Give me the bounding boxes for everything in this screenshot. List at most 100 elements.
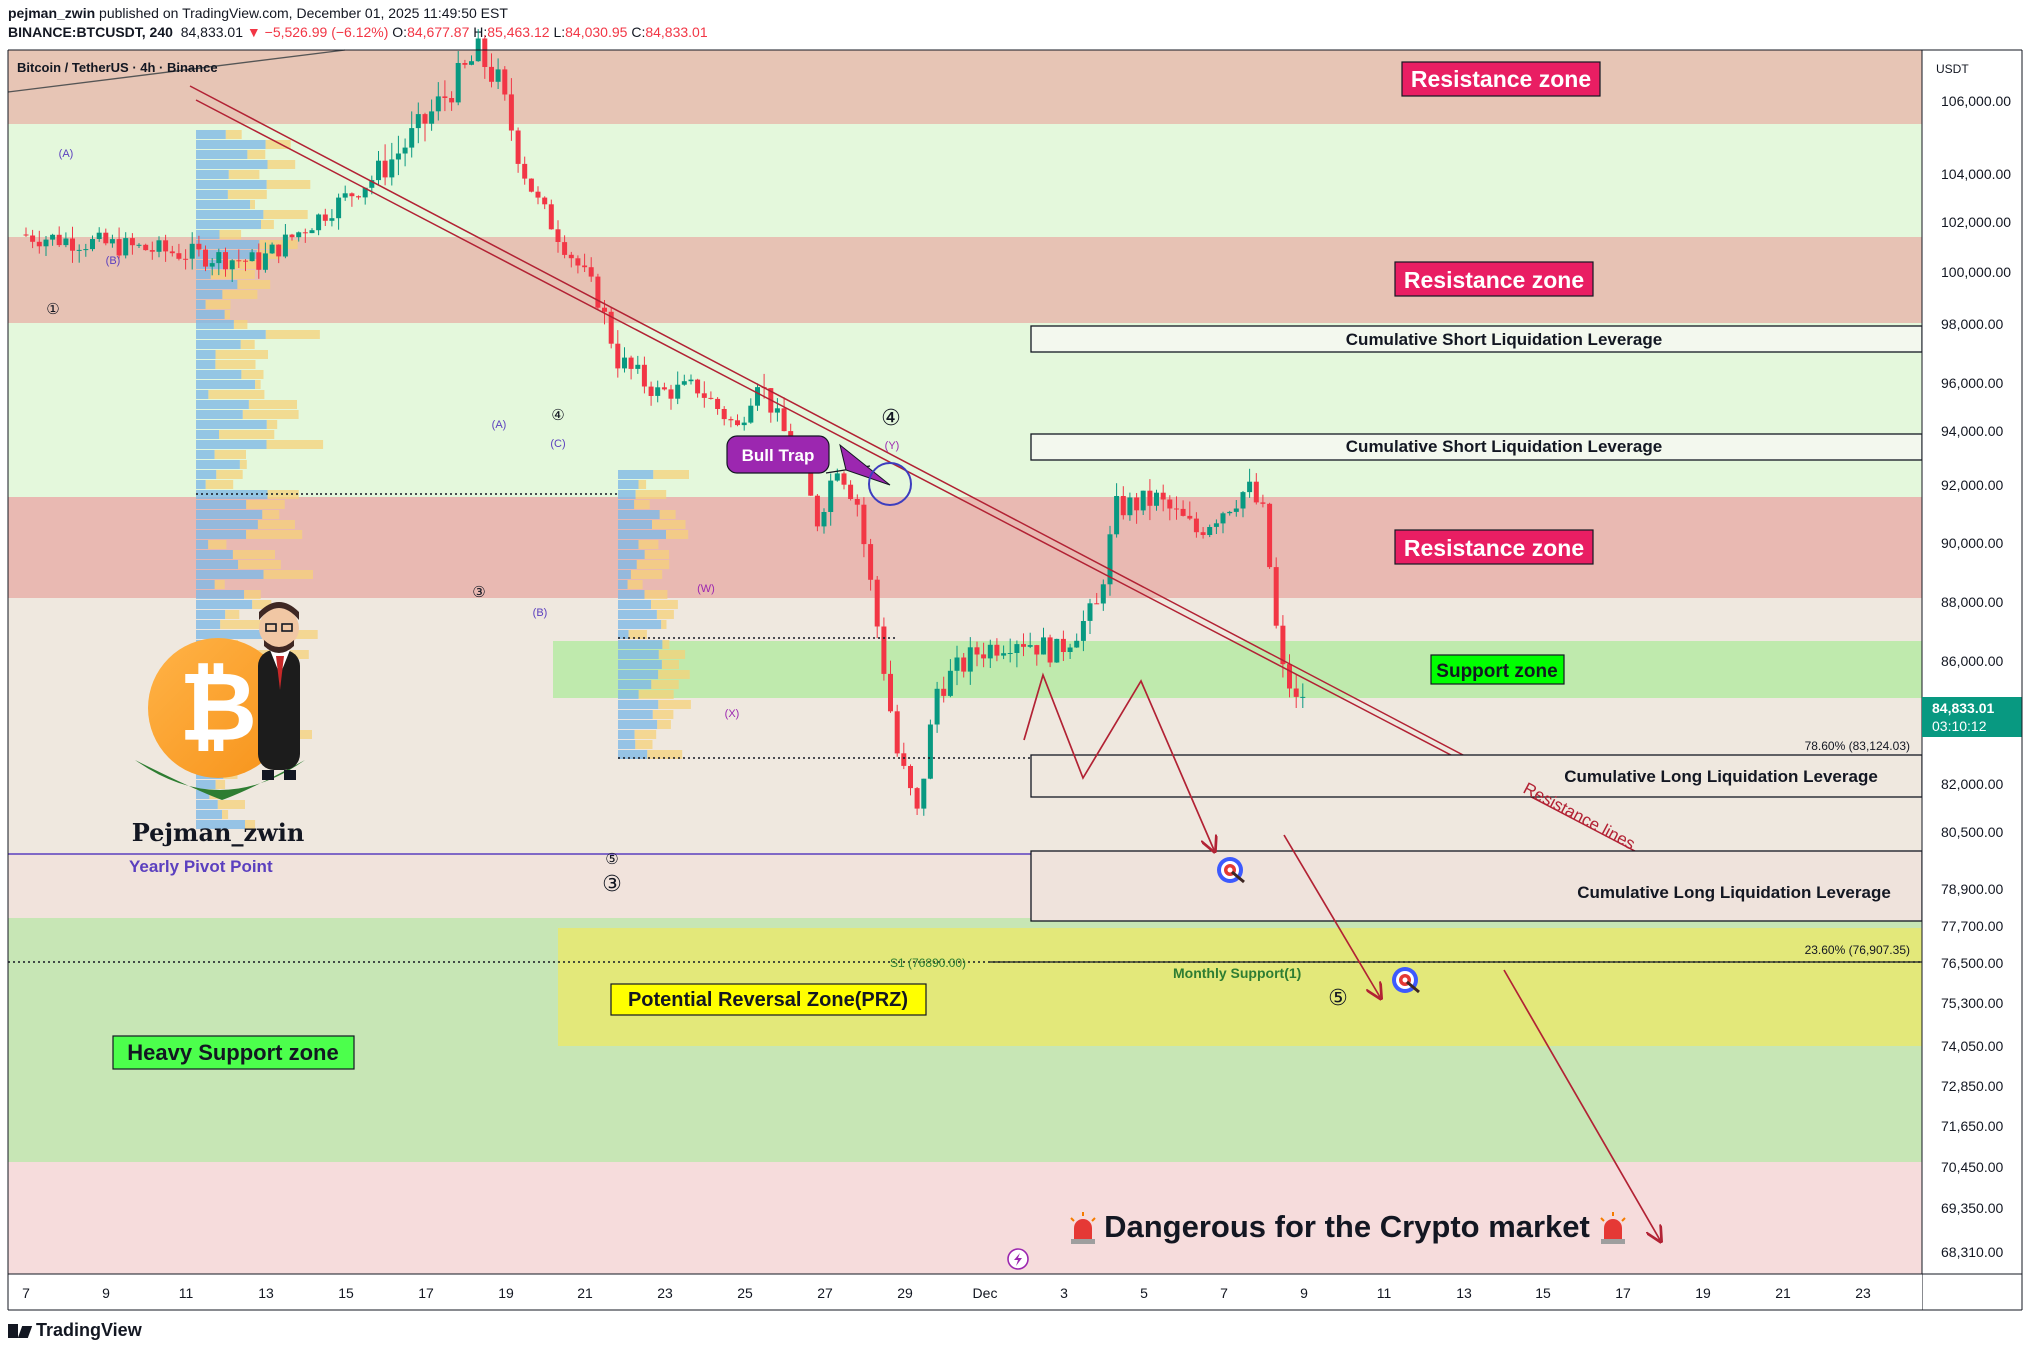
vp-bar-sell [662,640,670,649]
vp-bar-sell [658,670,690,679]
vp-bar-buy [196,350,216,359]
candle-body [376,160,381,181]
wave-label: ③ [602,871,622,896]
candle-body [449,98,455,103]
vp-bar-buy [196,210,264,219]
candle-body [681,381,687,385]
candle-body [954,657,960,671]
candle-body [216,252,222,264]
vp-bar-sell [638,540,659,549]
vp-bar-buy [196,300,206,309]
vp-bar-sell [651,600,678,609]
vp-bar-sell [215,780,226,789]
candle-body [402,147,408,154]
candle-body [342,193,348,198]
lightning-icon[interactable] [1007,1248,1029,1270]
candle-body [608,311,614,344]
candle-body [123,238,129,256]
candle-body [588,267,594,277]
vp-bar-buy [618,580,628,589]
vp-bar-sell [653,470,689,479]
vp-bar-sell [652,710,674,719]
vp-bar-sell [652,520,686,529]
candle-body [482,38,488,67]
vp-bar-buy [196,270,211,279]
candle-body [628,357,634,369]
x-tick-label: 11 [1377,1285,1392,1301]
time-axis[interactable] [8,1274,1922,1310]
candle-body [515,130,521,164]
candle-body [1287,664,1292,689]
vp-bar-sell [227,190,267,199]
vp-bar-buy [618,740,636,749]
bull-trap-circle [868,462,912,506]
vp-bar-sell [644,590,668,599]
candle-body [369,180,375,188]
vp-bar-sell [208,390,265,399]
vp-bar-buy [196,330,266,339]
candle-body [356,196,361,198]
y-tick-label: 102,000.00 [1941,214,2011,230]
vp-bar-sell [215,360,256,369]
symbol-label[interactable]: BINANCE:BTCUSDT, 240 [8,24,173,40]
vp-bar-buy [618,680,652,689]
candle-body [103,232,109,244]
x-tick-label: 23 [657,1285,673,1301]
candle-body [56,234,62,246]
candle-body [675,384,681,399]
price-axis[interactable] [1922,50,2022,1274]
liq-box-long-1: Cumulative Long Liquidation Leverage [1030,754,1923,798]
wave-label: (X) [725,708,740,720]
candle-body [1240,492,1246,509]
author-name[interactable]: pejman_zwin [8,5,96,21]
x-tick-label: 21 [577,1285,593,1301]
candle-body [1067,647,1073,652]
candle-body [1187,515,1193,519]
wave-label: (A) [492,419,507,431]
candle-body [409,128,415,148]
candle-body [1107,534,1113,585]
candle-body [708,397,714,399]
tradingview-logo[interactable]: TradingView [8,1320,142,1341]
vp-bar-sell [224,310,230,319]
vp-bar-buy [196,160,268,169]
vp-bar-sell [237,280,271,289]
vp-bar-sell [225,610,240,619]
candle-body [1134,497,1140,511]
vp-bar-buy [618,490,636,499]
x-tick-label: 9 [102,1285,110,1301]
ohlc-bar: BINANCE:BTCUSDT, 240 84,833.01 ▼ −5,526.… [8,24,708,40]
close-label: C: [631,24,646,40]
vp-bar-buy [196,590,245,599]
vp-bar-buy [196,810,222,819]
candle-body [50,234,56,240]
vp-bar-buy [618,530,666,539]
vp-bar-sell [659,510,676,519]
x-tick-label: 19 [1695,1285,1711,1301]
vp-bar-sell [246,530,303,539]
x-tick-label: 13 [258,1285,274,1301]
wave-label: ⑤ [605,851,618,868]
projection-path [1023,672,1214,850]
candle-body [302,232,308,234]
candle-body [668,389,674,399]
candle-body [641,364,647,387]
vp-bar-buy [618,620,662,629]
candle-body [562,242,568,255]
wave-label: (Y) [885,440,900,452]
wave-label: ③ [472,584,485,601]
candle-body [741,422,747,426]
author-badge: ₿ Pejman_zwin [132,602,305,847]
candle-body [63,238,69,246]
candle-body [854,499,860,505]
candle-body [296,232,302,238]
vp-bar-buy [196,220,261,229]
vp-bar-sell [242,410,299,419]
candle-body [1174,508,1179,510]
candle-body [774,408,780,413]
y-tick-label: 71,650.00 [1941,1118,2003,1134]
x-tick-label: 23 [1855,1285,1871,1301]
vp-bar-buy [196,580,215,589]
candle-body [1100,584,1106,604]
